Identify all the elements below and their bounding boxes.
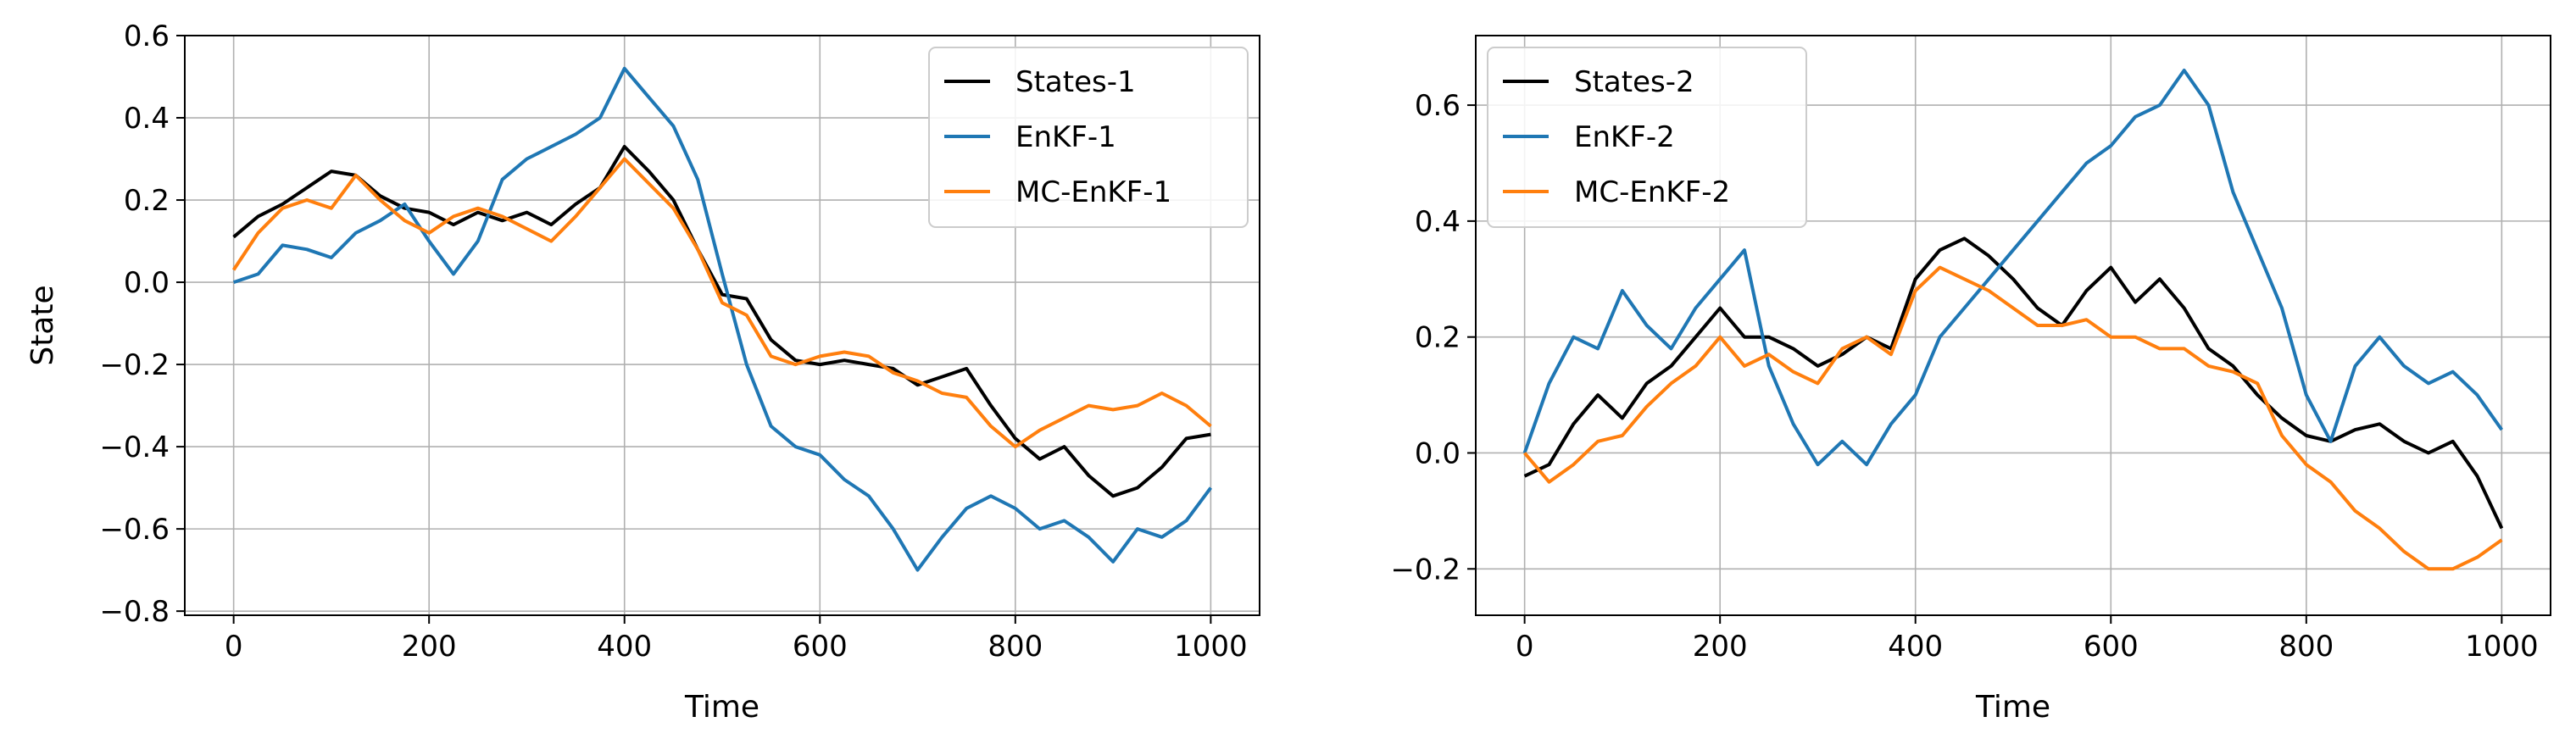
series-line-MC-EnKF-1 — [231, 157, 1212, 449]
series-line-EnKF-2 — [1522, 69, 2504, 467]
legend-box — [928, 47, 1249, 228]
legend-label: EnKF-2 — [1574, 120, 1675, 154]
y-tick-label: 0.0 — [124, 266, 170, 300]
series-line-States-2 — [1523, 236, 2504, 530]
y-tick-label: −0.6 — [99, 513, 170, 547]
legend-label: MC-EnKF-2 — [1574, 175, 1730, 209]
legend: States-2 EnKF-2 MC-EnKF-2 — [1487, 47, 1807, 228]
legend-label: States-1 — [1015, 65, 1136, 99]
legend-box — [1487, 47, 1807, 228]
y-tick-label: 0.6 — [1415, 89, 1460, 123]
y-tick-label: 0.4 — [124, 102, 170, 136]
x-tick-label: 400 — [1888, 630, 1943, 664]
x-tick-label: 200 — [1693, 630, 1748, 664]
x-tick-label: 0 — [225, 630, 243, 664]
series-line-EnKF-1 — [232, 66, 1213, 572]
x-tick-label: 200 — [402, 630, 457, 664]
y-tick-label: 0.2 — [124, 184, 170, 218]
x-tick-label: 800 — [988, 630, 1043, 664]
series-line-MC-EnKF-2 — [1523, 265, 2503, 571]
x-tick-label: 1000 — [2465, 630, 2539, 664]
series-line-States-1 — [232, 145, 1211, 498]
x-tick-label: 0 — [1516, 630, 1534, 664]
y-tick-label: −0.2 — [1390, 553, 1460, 586]
x-tick-label: 800 — [2278, 630, 2334, 664]
x-tick-label: 600 — [793, 630, 848, 664]
chart-panel-1: 0 200 400 600 800 1000 −0.8 −0.6 −0.4 −0.2 0.0 0.2 0… — [25, 19, 1260, 725]
x-tick-label: 1000 — [1174, 630, 1248, 664]
x-tick-label: 600 — [2084, 630, 2139, 664]
y-tick-label: 0.0 — [1415, 436, 1460, 470]
y-tick-label: −0.4 — [99, 431, 170, 464]
y-tick-label: −0.2 — [99, 348, 170, 382]
x-tick-label: 400 — [597, 630, 652, 664]
y-tick-label: −0.8 — [99, 595, 170, 629]
x-axis-label: Time — [1975, 690, 2050, 725]
x-axis-label: Time — [684, 690, 759, 725]
y-tick-label: 0.6 — [124, 19, 170, 53]
y-axis-label: State — [25, 285, 60, 365]
legend: States-1 EnKF-1 MC-EnKF-1 — [928, 47, 1249, 228]
legend-label: MC-EnKF-1 — [1015, 175, 1171, 209]
legend-label: EnKF-1 — [1015, 120, 1116, 154]
y-tick-label: 0.4 — [1415, 205, 1460, 239]
legend-label: States-2 — [1574, 65, 1694, 99]
axes-frame — [184, 35, 1260, 616]
chart-panel-2: 0 200 400 600 800 1000 −0.2 0.0 0.2 0.4 0.6 Time Sta… — [1390, 35, 2551, 725]
y-tick-label: 0.2 — [1415, 321, 1460, 355]
axes-frame — [1475, 35, 2551, 616]
